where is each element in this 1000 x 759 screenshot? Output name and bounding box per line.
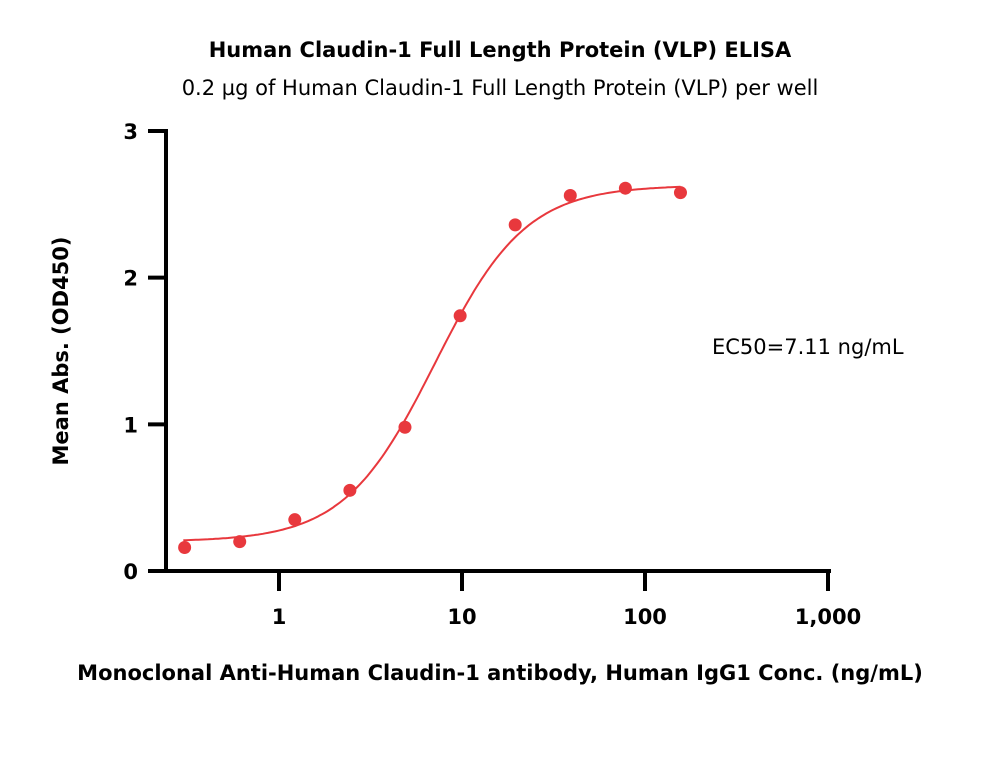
data-point [233, 535, 247, 549]
data-point [398, 420, 412, 434]
data-point [508, 218, 522, 232]
data-point [178, 541, 192, 555]
x-tick-label: 1,000 [795, 605, 861, 629]
data-point [673, 186, 687, 200]
x-tick-label: 1 [272, 605, 287, 629]
y-tick-label: 2 [123, 267, 138, 291]
data-point [288, 513, 302, 527]
chart-title: Human Claudin-1 Full Length Protein (VLP… [209, 38, 792, 62]
x-axis-label: Monoclonal Anti-Human Claudin-1 antibody… [77, 661, 923, 685]
y-tick-label: 0 [123, 560, 138, 584]
data-point [343, 483, 357, 497]
data-point [453, 309, 467, 323]
data-point [563, 189, 577, 203]
y-tick-label: 3 [123, 120, 138, 144]
y-tick-label: 1 [123, 413, 138, 437]
ec50-annotation: EC50=7.11 ng/mL [712, 335, 904, 359]
x-tick-label: 100 [623, 605, 667, 629]
x-tick-label: 10 [447, 605, 476, 629]
chart-subtitle: 0.2 µg of Human Claudin-1 Full Length Pr… [182, 76, 819, 100]
fit-curve [183, 185, 681, 542]
y-axis-label: Mean Abs. (OD450) [49, 237, 73, 466]
data-point [618, 181, 632, 195]
